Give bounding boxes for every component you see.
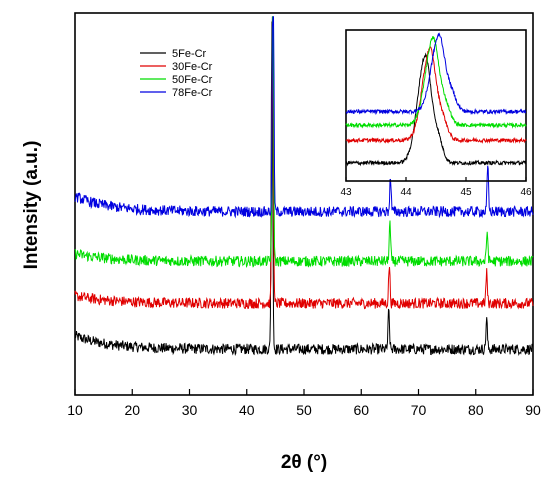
legend-label: 50Fe-Cr: [172, 74, 213, 86]
inset-series-line-78fe-cr: [345, 32, 527, 116]
y-axis-title: Intensity (a.u.): [21, 141, 42, 270]
inset-x-tick-label: 43: [340, 187, 352, 198]
inset-x-tick-label: 45: [460, 187, 472, 198]
x-tick-label: 80: [468, 402, 484, 418]
inset-series-line-30fe-cr: [345, 45, 527, 144]
inset-x-tick-label: 46: [520, 187, 532, 198]
inset-series-line-5fe-cr: [345, 52, 527, 167]
x-axis-title: 2θ (°): [281, 452, 327, 473]
main-plot-frame: [74, 12, 534, 396]
series-line-30fe-cr: [74, 16, 534, 310]
inset-x-ticks: 43 44 45 46: [340, 177, 532, 198]
legend-label: 30Fe-Cr: [172, 61, 213, 73]
inset-series-group: [345, 32, 527, 167]
x-tick-label: 40: [239, 402, 255, 418]
series-line-5fe-cr: [74, 21, 534, 356]
main-series-group: [74, 16, 534, 356]
series-line-78fe-cr: [74, 16, 534, 219]
x-tick-label: 90: [525, 402, 541, 418]
main-x-ticks: 10 20 30 40 50 60 70 80 90: [67, 389, 541, 418]
inset-x-tick-label: 44: [400, 187, 412, 198]
x-tick-label: 20: [124, 402, 140, 418]
x-tick-label: 60: [353, 402, 369, 418]
inset-series-line-50fe-cr: [345, 36, 527, 129]
legend-label: 5Fe-Cr: [172, 48, 207, 60]
x-tick-label: 50: [296, 402, 312, 418]
legend-label: 78Fe-Cr: [172, 87, 213, 99]
x-tick-label: 10: [67, 402, 83, 418]
x-tick-label: 70: [411, 402, 427, 418]
inset-plot-frame: [345, 29, 527, 182]
x-tick-label: 30: [182, 402, 198, 418]
series-line-50fe-cr: [74, 16, 534, 269]
